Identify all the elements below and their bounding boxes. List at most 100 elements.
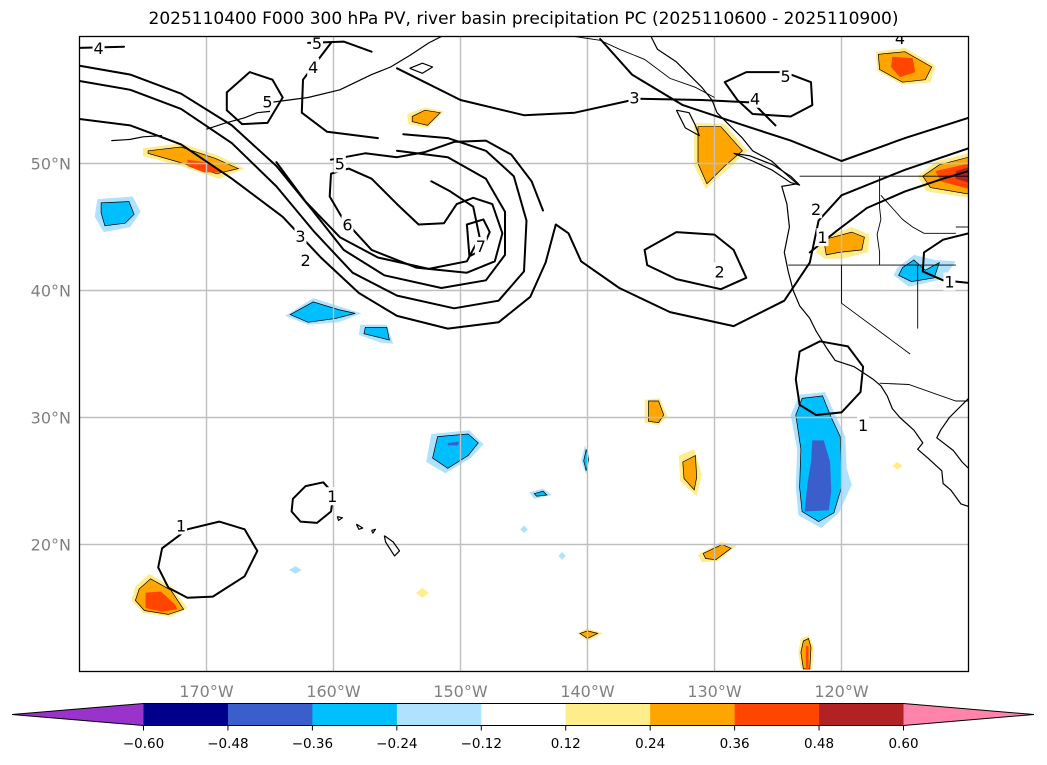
colorbar-segment (481, 703, 567, 726)
contour-label-bg (261, 92, 274, 111)
precip-area-sw-positive (145, 591, 178, 612)
pv-contour-4 (599, 38, 969, 162)
pv-contour-1 (157, 520, 259, 599)
y-tick-label: 20°N (31, 536, 71, 555)
pv-contour-label: 3 (629, 88, 639, 107)
colorbar-tick-label: −0.36 (292, 736, 333, 752)
y-tick-label: 40°N (31, 282, 71, 301)
precip-area-gulf-positive (412, 110, 441, 126)
coastline (206, 110, 271, 130)
precip-area-west-negative (101, 201, 135, 226)
precip-area-outline (682, 455, 698, 491)
precip-area-subtrop-positive-3 (703, 544, 731, 560)
precip-area-hawaii-w-negative (432, 434, 479, 469)
colorbar-extend-min (12, 703, 144, 726)
contour-label-bg (175, 516, 188, 535)
colorbar-tick-label: 0.12 (551, 736, 581, 752)
pv-contour-labels: 1 1 1 1 1 2 2 2 3 3 4 4 4 4 5 5 5 5 6 7 (92, 34, 956, 535)
precip-area-outline (579, 630, 599, 639)
coastline (733, 152, 801, 186)
precip-area-outline (702, 544, 732, 561)
pv-contour-label: 4 (308, 58, 318, 77)
x-tick-label: 170°W (179, 682, 234, 701)
precip-area-outline (533, 490, 548, 497)
precip-area-outline (922, 156, 969, 195)
pv-contour-5 (225, 71, 284, 126)
colorbar-segment (396, 703, 482, 726)
precip-area-spot-negative (534, 491, 547, 497)
colorbar: −0.60 −0.48 −0.36 −0.24 −0.12 0.12 0.24 0.36 0.4… (11, 703, 1035, 752)
contour-label-bg (943, 272, 956, 291)
coastline (383, 535, 401, 557)
precip-area-outline (135, 578, 185, 615)
political-border (574, 36, 715, 98)
precip-area-hawaii-w-negative (447, 441, 460, 446)
coastline (111, 135, 163, 142)
coastline (269, 36, 442, 104)
pv-contour-label: 5 (781, 67, 791, 86)
pv-contour-1 (808, 170, 969, 254)
contour-label-bg (310, 36, 323, 52)
pv-contour-2 (79, 118, 969, 330)
precip-area-dot-negative (289, 566, 302, 574)
coastline (336, 516, 343, 522)
precip-area-oregon-positive (823, 232, 865, 255)
pv-contour-label: 6 (342, 215, 352, 234)
precip-area-ne-positive (891, 56, 916, 78)
pv-contour-label: 1 (817, 228, 827, 247)
pv-contour-3 (79, 80, 528, 310)
contour-label-bg (294, 226, 307, 245)
precip-area-outline (823, 231, 865, 256)
pv-contour-3 (396, 67, 777, 127)
contour-label-bg (810, 200, 823, 219)
precip-area-outline (289, 301, 356, 323)
precip-area-bc-positive (698, 126, 743, 184)
pv-contour-2 (643, 231, 748, 291)
contour-label-bg (628, 88, 641, 107)
pv-contour-label: 5 (312, 34, 322, 53)
contour-label-bg (749, 89, 762, 108)
map-frame (78, 35, 970, 673)
coastline (371, 528, 376, 534)
contour-label-bg (341, 215, 354, 234)
chart-title: 2025110400 F000 300 hPa PV, river basin … (148, 9, 899, 29)
precip-area-subtrop-positive-2 (682, 455, 697, 490)
pv-contour-3 (79, 64, 506, 289)
coastline (675, 109, 700, 137)
pv-contour-label: 2 (714, 262, 724, 281)
precip-area-dot-negative (558, 552, 566, 560)
political-border (880, 194, 956, 234)
colorbar-segment (819, 703, 904, 726)
pv-contour-label: 1 (858, 416, 868, 435)
precip-area-dot-positive (416, 587, 429, 598)
precip-area-mid-negative-1 (290, 301, 356, 323)
colorbar-tick-label: −0.48 (207, 736, 248, 752)
pv-contour-5 (723, 71, 814, 118)
pv-contour-1 (794, 340, 865, 416)
pv-contour-label: 4 (93, 39, 103, 58)
precip-area-outline (100, 201, 135, 227)
contour-label-bg (713, 262, 726, 281)
x-tick-label: 130°W (687, 682, 742, 701)
colorbar-segment (650, 703, 736, 726)
precip-area-outline (363, 326, 390, 341)
colorbar-tick-label: 0.60 (888, 736, 918, 752)
pv-contour-label: 5 (335, 155, 345, 174)
pv-contour-5 (330, 139, 544, 212)
pv-contour-label: 3 (295, 227, 305, 246)
colorbar-segment (143, 703, 229, 726)
pv-contour-1 (290, 481, 335, 524)
pv-contours-layer (79, 38, 969, 599)
contour-label-bg (779, 66, 792, 85)
pv-contour-4 (275, 161, 481, 270)
contour-label-bg (857, 416, 870, 435)
coastline (936, 397, 969, 469)
colorbar-tick-label: 0.36 (720, 736, 750, 752)
precip-area-mid-negative-2 (364, 327, 390, 340)
contour-label-bg (474, 237, 487, 256)
colorbar-tick-label: −0.24 (376, 736, 417, 752)
pv-contour-label: 7 (476, 237, 486, 256)
colorbar-segment (734, 703, 820, 726)
precip-area-outline (898, 259, 940, 282)
